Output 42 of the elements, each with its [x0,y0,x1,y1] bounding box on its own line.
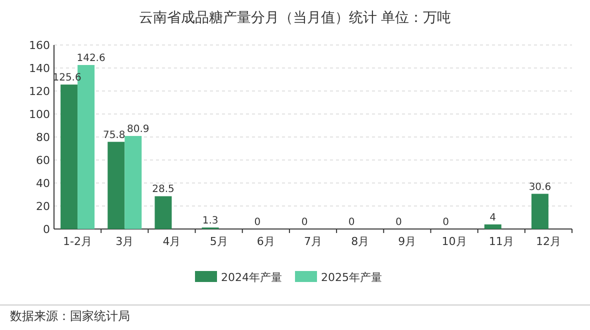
bar [60,84,78,229]
y-tick-label: 100 [29,108,50,121]
y-tick-label: 0 [43,223,50,236]
x-tick-label: 7月 [304,235,322,248]
data-label: 1.3 [202,216,218,227]
x-tick-label: 4月 [162,235,181,248]
bar [484,224,502,229]
data-label: 30.6 [528,182,552,193]
x-tick-label: 5月 [210,235,228,248]
x-tick-label: 8月 [351,235,370,248]
y-tick-label: 60 [36,154,50,167]
bar [108,142,125,229]
data-label: 80.9 [127,124,150,135]
y-tick-label: 160 [29,39,50,52]
data-label: 75.8 [103,130,126,141]
data-label: 4 [490,212,496,224]
legend-label: 2024年产量 [221,271,282,284]
x-tick-label: 1-2月 [63,235,92,248]
y-tick-label: 120 [29,85,50,98]
data-label: 0 [301,217,308,228]
x-tick-label: 3月 [116,235,134,248]
y-tick-label: 140 [29,62,50,75]
data-label: 28.5 [152,184,174,196]
y-tick-label: 40 [36,177,50,190]
data-label: 0 [395,217,402,228]
data-label: 142.6 [76,53,106,64]
x-tick-label: 10月 [442,235,467,248]
bar [531,194,548,229]
bar [154,196,172,229]
x-tick-label: 9月 [398,235,416,248]
y-tick-label: 80 [36,131,50,144]
x-tick-label: 12月 [536,235,561,248]
legend-label: 2025年产量 [321,271,382,284]
x-tick-label: 6月 [256,235,275,248]
chart-title: 云南省成品糖产量分月（当月值）统计 单位：万吨 [138,10,452,26]
bar [124,136,142,229]
data-label: 0 [442,217,449,228]
y-tick-label: 20 [36,200,50,213]
source-note: 数据来源：国家统计局 [10,309,130,323]
x-tick-label: 11月 [488,235,514,248]
data-label: 0 [254,217,261,228]
data-label: 0 [348,217,355,228]
